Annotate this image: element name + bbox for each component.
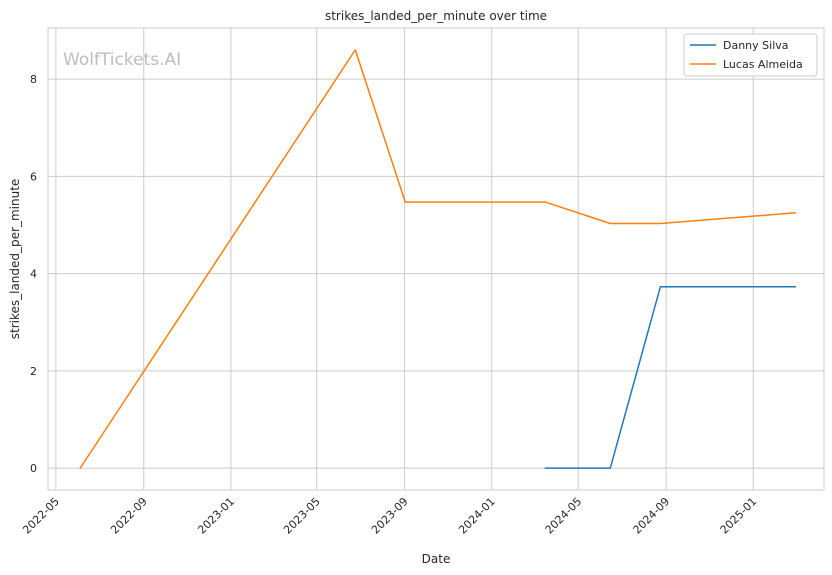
x-tick-label-4: 2023-09 xyxy=(369,495,411,537)
legend-label-danny-silva: Danny Silva xyxy=(723,39,789,52)
x-tick-label-1: 2022-09 xyxy=(108,495,150,537)
y-tick-label-2: 4 xyxy=(30,268,37,281)
legend: Danny Silva Lucas Almeida xyxy=(683,33,818,77)
x-tick-label-8: 2025-01 xyxy=(718,495,760,537)
series-line-danny-silva xyxy=(544,285,797,469)
x-tick-label-5: 2024-01 xyxy=(456,495,498,537)
x-tick-label-0: 2022-05 xyxy=(20,495,62,537)
watermark-text: WolfTickets.AI xyxy=(63,50,181,70)
y-tick-label-4: 8 xyxy=(30,73,37,86)
plot-frame xyxy=(47,27,825,491)
x-tick-label-2: 2023-01 xyxy=(195,495,237,537)
y-tick-label-1: 2 xyxy=(30,365,37,378)
legend-label-lucas-almeida: Lucas Almeida xyxy=(723,58,803,71)
x-tick-label-3: 2023-05 xyxy=(281,495,323,537)
y-tick-labels: 0 2 4 6 8 xyxy=(30,73,37,475)
legend-box xyxy=(683,33,818,77)
plot-area xyxy=(48,28,824,490)
y-axis-title: strikes_landed_per_minute xyxy=(8,179,22,340)
y-tick-label-0: 0 xyxy=(30,462,37,475)
grid xyxy=(48,28,824,490)
chart-title: strikes_landed_per_minute over time xyxy=(325,9,547,23)
x-tick-label-7: 2024-09 xyxy=(631,495,673,537)
x-tick-label-6: 2024-05 xyxy=(543,495,585,537)
series-line-lucas-almeida xyxy=(79,49,797,469)
series-lines xyxy=(79,49,797,469)
x-axis-title: Date xyxy=(422,552,451,566)
y-tick-label-3: 6 xyxy=(30,170,37,183)
x-tick-labels: 2022-05 2022-09 2023-01 2023-05 2023-09 2024-… xyxy=(20,495,759,537)
